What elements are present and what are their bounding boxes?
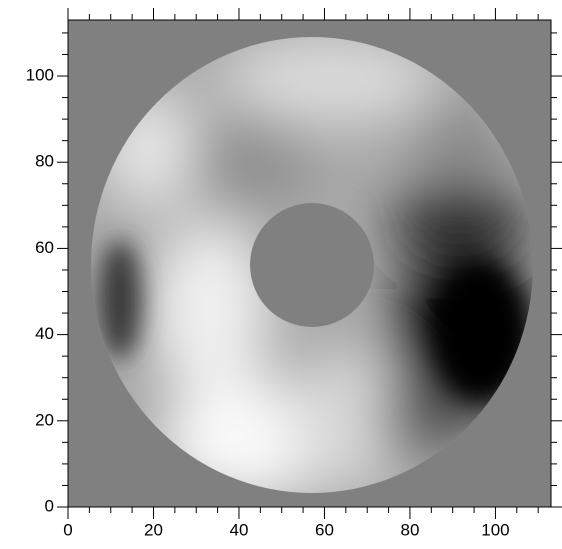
y-tick-label: 60 [35, 238, 54, 257]
x-tick-label: 20 [144, 520, 163, 539]
y-tick-label: 0 [45, 496, 54, 515]
x-tick-label: 80 [400, 520, 419, 539]
y-tick-label: 20 [35, 410, 54, 429]
x-tick-label: 100 [481, 520, 509, 539]
x-tick-label: 60 [315, 520, 334, 539]
y-tick-label: 100 [26, 66, 54, 85]
y-tick-label: 80 [35, 152, 54, 171]
y-tick-label: 40 [35, 324, 54, 343]
axes-frame [67, 19, 552, 508]
x-tick-label: 0 [63, 520, 72, 539]
x-tick-label: 40 [230, 520, 249, 539]
